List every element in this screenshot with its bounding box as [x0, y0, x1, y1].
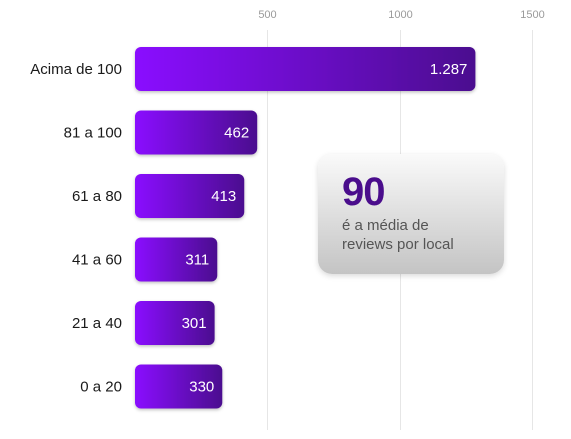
category-label: 21 a 40 — [72, 315, 122, 332]
x-tick-label: 1000 — [388, 9, 412, 21]
bar — [135, 364, 223, 409]
category-label: 41 a 60 — [72, 252, 122, 269]
bar — [135, 301, 215, 345]
value-label: 311 — [185, 252, 209, 269]
x-tick-label: 500 — [258, 9, 276, 21]
category-label: 0 a 20 — [80, 379, 122, 396]
bar — [135, 47, 476, 91]
category-label: 81 a 100 — [64, 125, 122, 142]
x-tick-label: 1500 — [520, 9, 544, 21]
bar-layer: Acima de 100 1.287 81 a 100 462 61 a 80 413 41… — [30, 47, 476, 409]
value-label: 330 — [189, 379, 214, 396]
bar — [135, 110, 258, 155]
bar — [135, 237, 218, 282]
category-label: 61 a 80 — [72, 188, 122, 205]
stat-caption: é a média de reviews por local — [342, 217, 454, 253]
value-label: 301 — [182, 315, 207, 332]
stat-number: 90 — [342, 170, 386, 214]
value-label: 413 — [211, 188, 236, 205]
value-label: 462 — [224, 125, 249, 142]
value-label: 1.287 — [430, 61, 468, 78]
category-label: Acima de 100 — [30, 61, 122, 78]
bar — [135, 174, 245, 218]
stat-card: 90 é a média de reviews por local — [318, 154, 504, 274]
